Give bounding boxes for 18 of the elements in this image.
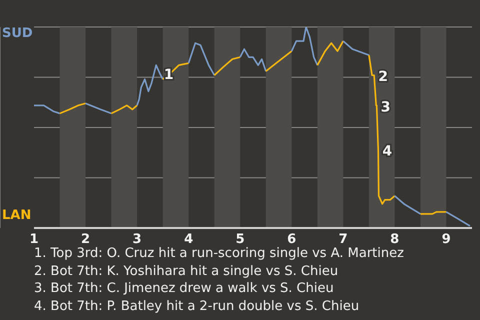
text: LAN	[2, 208, 32, 223]
text: 3. Bot 7th: C. Jimenez drew a walk vs S. Chieu	[34, 280, 335, 298]
text: 1. Top 3rd: O. Cruz hit a run-scoring single vs A. Martinez	[34, 245, 404, 262]
x-tick-label: 9	[442, 232, 451, 248]
x-tick-label: 1	[29, 232, 39, 248]
text: 4. Bot 7th: P. Batley hit a 2-run double vs S. Chieu	[34, 298, 360, 315]
text: 2. Bot 7th: K. Yoshihara hit a single vs S. Chieu	[34, 262, 340, 280]
x-tick-label: 3	[132, 232, 142, 248]
x-tick-label: 7	[338, 232, 348, 248]
text: SUD	[2, 26, 33, 41]
annotation: 4	[382, 144, 392, 160]
annotation: 3	[380, 99, 391, 116]
x-tick-label: 6	[287, 232, 296, 248]
x-tick-label: 5	[236, 232, 245, 248]
x-tick-label: 4	[184, 232, 194, 248]
annotation: 2	[378, 69, 388, 86]
x-tick-label: 8	[390, 232, 400, 248]
x-tick-label: 2	[81, 232, 90, 248]
